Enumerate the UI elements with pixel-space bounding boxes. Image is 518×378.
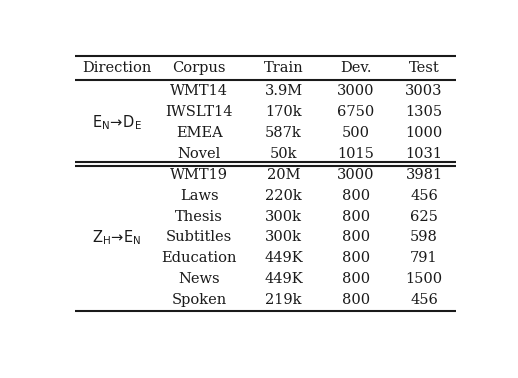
Text: 220k: 220k bbox=[265, 189, 302, 203]
Text: 1305: 1305 bbox=[406, 105, 442, 119]
Text: 1000: 1000 bbox=[406, 125, 443, 140]
Text: Novel: Novel bbox=[178, 147, 221, 161]
Text: 3000: 3000 bbox=[337, 167, 375, 181]
Text: 456: 456 bbox=[410, 189, 438, 203]
Text: 3.9M: 3.9M bbox=[265, 84, 303, 98]
Text: 800: 800 bbox=[342, 231, 370, 245]
Text: 500: 500 bbox=[342, 125, 370, 140]
Text: Laws: Laws bbox=[180, 189, 219, 203]
Text: 791: 791 bbox=[410, 251, 438, 265]
Text: 800: 800 bbox=[342, 273, 370, 287]
Text: Corpus: Corpus bbox=[172, 61, 226, 75]
Text: 3000: 3000 bbox=[337, 84, 375, 98]
Text: 300k: 300k bbox=[265, 209, 302, 223]
Text: 1031: 1031 bbox=[406, 147, 442, 161]
Text: 3003: 3003 bbox=[405, 84, 443, 98]
Text: 587k: 587k bbox=[265, 125, 302, 140]
Text: 800: 800 bbox=[342, 209, 370, 223]
Text: EMEA: EMEA bbox=[176, 125, 223, 140]
Text: 1500: 1500 bbox=[406, 273, 442, 287]
Text: WMT14: WMT14 bbox=[170, 84, 228, 98]
Text: 449K: 449K bbox=[264, 273, 303, 287]
Text: 625: 625 bbox=[410, 209, 438, 223]
Text: $\mathrm{Z}_{\mathrm{H}}$$\!\rightarrow\!$$\mathrm{E}_{\mathrm{N}}$: $\mathrm{Z}_{\mathrm{H}}$$\!\rightarrow\… bbox=[92, 228, 142, 247]
Text: 1015: 1015 bbox=[337, 147, 374, 161]
Text: Direction: Direction bbox=[82, 61, 152, 75]
Text: 456: 456 bbox=[410, 293, 438, 307]
Text: 3981: 3981 bbox=[406, 167, 442, 181]
Text: News: News bbox=[178, 273, 220, 287]
Text: Subtitles: Subtitles bbox=[166, 231, 233, 245]
Text: 598: 598 bbox=[410, 231, 438, 245]
Text: 800: 800 bbox=[342, 251, 370, 265]
Text: 219k: 219k bbox=[265, 293, 302, 307]
Text: IWSLT14: IWSLT14 bbox=[165, 105, 233, 119]
Text: Train: Train bbox=[264, 61, 304, 75]
Text: Thesis: Thesis bbox=[175, 209, 223, 223]
Text: 20M: 20M bbox=[267, 167, 300, 181]
Text: Dev.: Dev. bbox=[340, 61, 371, 75]
Text: $\mathrm{E}_{\mathrm{N}}$$\!\rightarrow\!$$\mathrm{D}_{\mathrm{E}}$: $\mathrm{E}_{\mathrm{N}}$$\!\rightarrow\… bbox=[92, 113, 142, 132]
Text: 6750: 6750 bbox=[337, 105, 375, 119]
Text: 300k: 300k bbox=[265, 231, 302, 245]
Text: 50k: 50k bbox=[270, 147, 297, 161]
Text: 800: 800 bbox=[342, 189, 370, 203]
Text: Spoken: Spoken bbox=[171, 293, 227, 307]
Text: Education: Education bbox=[162, 251, 237, 265]
Text: 449K: 449K bbox=[264, 251, 303, 265]
Text: 170k: 170k bbox=[265, 105, 302, 119]
Text: Test: Test bbox=[409, 61, 439, 75]
Text: WMT19: WMT19 bbox=[170, 167, 228, 181]
Text: 800: 800 bbox=[342, 293, 370, 307]
